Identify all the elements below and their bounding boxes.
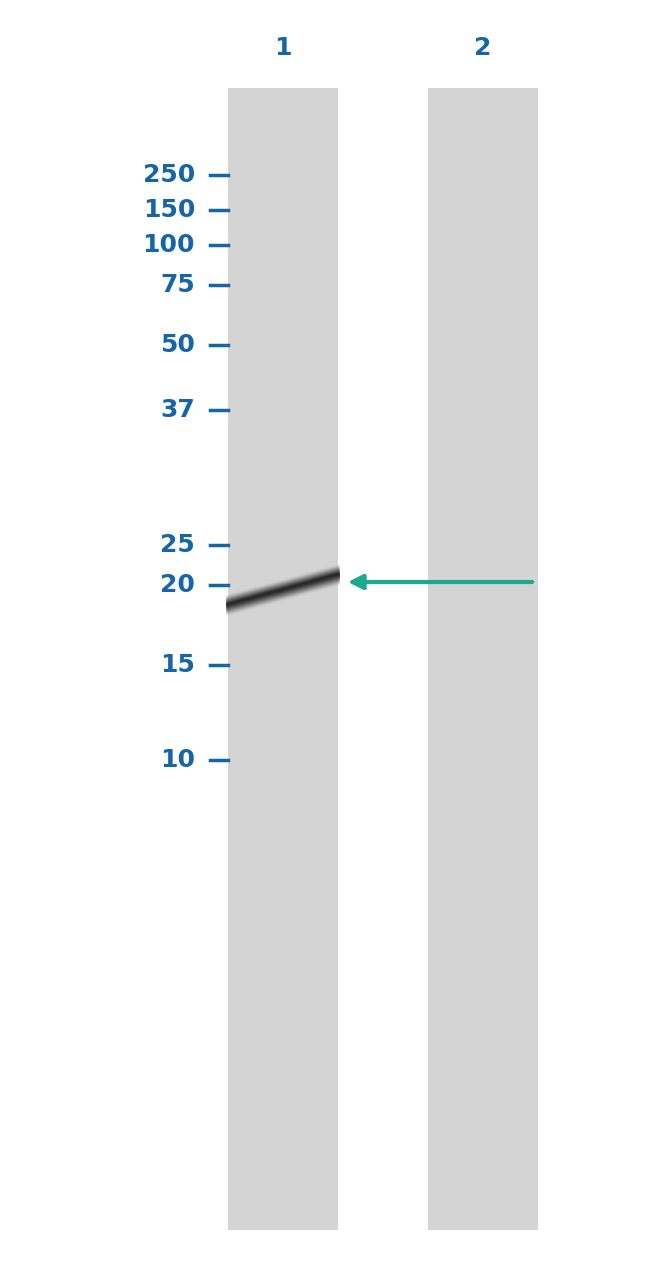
Text: 250: 250	[143, 163, 195, 187]
Bar	[228, 88, 338, 1231]
Text: 150: 150	[142, 198, 195, 222]
Text: 10: 10	[160, 748, 195, 772]
Text: 1: 1	[274, 36, 292, 60]
Text: 100: 100	[142, 232, 195, 257]
Text: 15: 15	[160, 653, 195, 677]
Text: 37: 37	[161, 398, 195, 422]
Text: 75: 75	[161, 273, 195, 297]
Text: 50: 50	[160, 333, 195, 357]
Bar	[428, 88, 538, 1231]
Text: 2: 2	[474, 36, 491, 60]
Text: 20: 20	[160, 573, 195, 597]
Text: 25: 25	[161, 533, 195, 558]
